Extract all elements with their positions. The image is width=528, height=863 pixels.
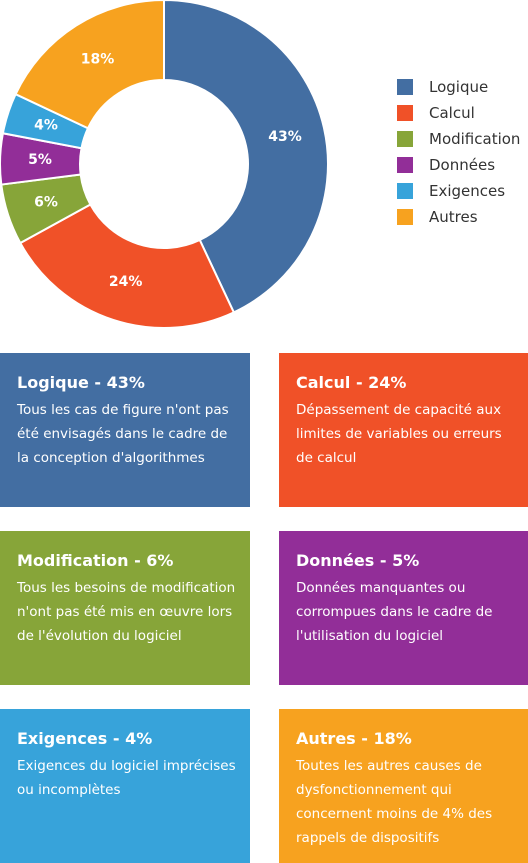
legend-item-autres: Autres (397, 204, 520, 230)
card-donnees: Données - 5% Données manquantes ou corro… (279, 531, 528, 685)
legend-swatch (397, 105, 413, 121)
card-title: Exigences - 4% (17, 729, 153, 748)
card-description: Toutes les autres causes de dysfonctionn… (296, 758, 493, 846)
legend-swatch (397, 209, 413, 225)
legend-label: Calcul (429, 104, 475, 122)
legend-swatch (397, 79, 413, 95)
legend-label: Données (429, 156, 496, 174)
slice-data-label: 43% (268, 129, 302, 145)
card-description: Exigences du logiciel imprécises ou inco… (17, 758, 236, 798)
card-title: Données - 5% (296, 551, 420, 570)
chart-legend: Logique Calcul Modification Données Exig… (397, 74, 520, 230)
legend-swatch (397, 157, 413, 173)
card-calcul: Calcul - 24% Dépassement de capacité aux… (279, 353, 528, 507)
slice-data-label: 6% (34, 194, 58, 210)
card-description: Données manquantes ou corrompues dans le… (296, 580, 493, 644)
donut-chart: 43% 24% 6% 5% 4% 18% (0, 0, 329, 329)
donut-slice-autres (14, 0, 165, 130)
slice-data-label: 4% (34, 118, 58, 134)
card-title: Modification - 6% (17, 551, 174, 570)
slice-data-label: 5% (28, 152, 52, 168)
legend-label: Exigences (429, 182, 506, 200)
legend-label: Autres (429, 208, 478, 226)
legend-item-logique: Logique (397, 74, 520, 100)
card-description: Dépassement de capacité aux limites de v… (296, 402, 502, 466)
card-autres: Autres - 18% Toutes les autres causes de… (279, 709, 528, 863)
card-description: Tous les besoins de modification n'ont p… (17, 580, 236, 644)
legend-swatch (397, 183, 413, 199)
card-logique: Logique - 43% Tous les cas de figure n'o… (0, 353, 250, 507)
legend-item-modification: Modification (397, 126, 520, 152)
card-title: Calcul - 24% (296, 373, 407, 392)
donut-slice-calcul (18, 203, 236, 329)
card-description: Tous les cas de figure n'ont pas été env… (17, 402, 229, 466)
slice-data-label: 24% (109, 274, 143, 290)
legend-item-calcul: Calcul (397, 100, 520, 126)
legend-swatch (397, 131, 413, 147)
legend-item-exigences: Exigences (397, 178, 520, 204)
card-title: Logique - 43% (17, 373, 145, 392)
slice-data-label: 18% (81, 51, 115, 67)
card-exigences: Exigences - 4% Exigences du logiciel imp… (0, 709, 250, 863)
donut-slice-logique (163, 0, 329, 314)
card-title: Autres - 18% (296, 729, 412, 748)
legend-label: Logique (429, 78, 489, 96)
legend-item-donnees: Données (397, 152, 520, 178)
card-modification: Modification - 6% Tous les besoins de mo… (0, 531, 250, 685)
legend-label: Modification (429, 130, 521, 148)
